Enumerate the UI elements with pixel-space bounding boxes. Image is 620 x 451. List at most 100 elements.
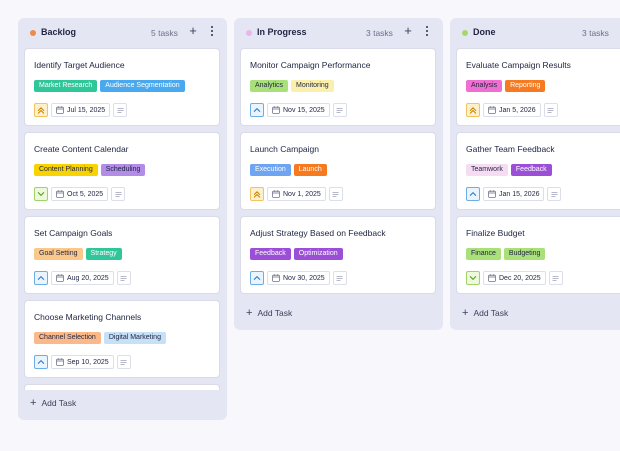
description-lines-icon[interactable]	[332, 271, 347, 285]
column-done: Done 3 tasks + Evaluate Campaign Results…	[450, 18, 620, 330]
tag-badge: Audience Segmentation	[100, 80, 185, 92]
tag-list: Analysis Reporting	[466, 80, 546, 92]
chevron-up-icon[interactable]	[466, 187, 480, 201]
description-lines-icon[interactable]	[328, 187, 343, 201]
due-date-chip[interactable]: Nov 15, 2025	[267, 103, 330, 117]
description-lines-icon[interactable]	[547, 187, 562, 201]
calendar-icon	[56, 358, 64, 366]
card-footer: Aug 20, 2025	[34, 271, 131, 285]
chevron-up-icon[interactable]	[34, 355, 48, 369]
due-date-chip[interactable]: Jan 15, 2026	[483, 187, 545, 201]
description-lines-icon[interactable]	[116, 271, 131, 285]
tag-badge: Launch	[293, 164, 327, 176]
more-vertical-icon[interactable]	[209, 26, 215, 38]
column-backlog: Backlog 5 tasks + Identify Target Audien…	[18, 18, 227, 420]
status-dot-icon	[246, 30, 252, 36]
task-card[interactable]: Monitor Campaign Performance Analytics Mon…	[240, 48, 436, 126]
column-header: In Progress 3 tasks +	[234, 18, 443, 48]
due-date-text: Nov 15, 2025	[283, 106, 325, 114]
due-date-text: Jul 15, 2025	[67, 106, 106, 114]
tag-badge: Channel Selection	[34, 332, 101, 344]
task-card[interactable]: Set Campaign Goals Goal Setting Strategy Au…	[24, 216, 220, 294]
task-card[interactable]: Launch Campaign Execution Launch Nov 1, 202…	[240, 132, 436, 210]
tag-badge: Monitoring	[291, 80, 334, 92]
task-card-partial[interactable]	[24, 384, 220, 390]
card-title: Identify Target Audience	[34, 60, 125, 70]
due-date-text: Jan 15, 2026	[499, 190, 540, 198]
chevron-up-icon[interactable]	[250, 103, 264, 117]
task-card[interactable]: Create Content Calendar Content Planning S…	[24, 132, 220, 210]
chevron-up-icon[interactable]	[34, 271, 48, 285]
card-footer: Oct 5, 2025	[34, 187, 126, 201]
calendar-icon	[272, 190, 280, 198]
add-task-button[interactable]: + Add Task	[462, 306, 508, 320]
double-chevron-up-icon[interactable]	[466, 103, 480, 117]
due-date-chip[interactable]: Nov 1, 2025	[267, 187, 326, 201]
add-task-button[interactable]: + Add Task	[30, 396, 76, 410]
due-date-text: Dec 20, 2025	[499, 274, 541, 282]
tag-badge: Goal Setting	[34, 248, 83, 260]
chevron-down-icon[interactable]	[466, 271, 480, 285]
card-title: Launch Campaign	[250, 144, 319, 154]
calendar-icon	[56, 190, 64, 198]
due-date-chip[interactable]: Sep 10, 2025	[51, 355, 114, 369]
calendar-icon	[488, 190, 496, 198]
due-date-chip[interactable]: Nov 30, 2025	[267, 271, 330, 285]
description-lines-icon[interactable]	[543, 103, 558, 117]
card-footer: Jan 15, 2026	[466, 187, 562, 201]
task-card[interactable]: Gather Team Feedback Teamwork Feedback Jan …	[456, 132, 620, 210]
chevron-down-icon[interactable]	[34, 187, 48, 201]
column-header: Done 3 tasks +	[450, 18, 620, 48]
description-lines-icon[interactable]	[332, 103, 347, 117]
due-date-text: Sep 10, 2025	[67, 358, 109, 366]
calendar-icon	[56, 274, 64, 282]
double-chevron-up-icon[interactable]	[250, 187, 264, 201]
card-title: Gather Team Feedback	[466, 144, 555, 154]
card-title: Create Content Calendar	[34, 144, 129, 154]
task-card[interactable]: Adjust Strategy Based on Feedback Feedbac…	[240, 216, 436, 294]
task-count: 5 tasks	[151, 28, 178, 38]
due-date-chip[interactable]: Oct 5, 2025	[51, 187, 109, 201]
card-footer: Jan 5, 2026	[466, 103, 558, 117]
add-task-label: Add Task	[257, 308, 293, 318]
column-title: In Progress	[257, 27, 307, 37]
due-date-text: Nov 1, 2025	[283, 190, 321, 198]
task-card[interactable]: Finalize Budget Finance Budgeting Dec 20, 2…	[456, 216, 620, 294]
card-title: Set Campaign Goals	[34, 228, 113, 238]
tag-list: Channel Selection Digital Marketing	[34, 332, 166, 344]
task-card[interactable]: Choose Marketing Channels Channel Selecti…	[24, 300, 220, 378]
description-lines-icon[interactable]	[548, 271, 563, 285]
card-title: Evaluate Campaign Results	[466, 60, 571, 70]
task-card[interactable]: Evaluate Campaign Results Analysis Reporti…	[456, 48, 620, 126]
status-dot-icon	[30, 30, 36, 36]
more-vertical-icon[interactable]	[424, 26, 430, 38]
add-task-label: Add Task	[473, 308, 509, 318]
plus-icon[interactable]: +	[404, 23, 412, 38]
chevron-up-icon[interactable]	[250, 271, 264, 285]
double-chevron-up-icon[interactable]	[34, 103, 48, 117]
description-lines-icon[interactable]	[111, 187, 126, 201]
tag-badge: Analysis	[466, 80, 503, 92]
tag-badge: Scheduling	[100, 164, 146, 176]
calendar-icon	[488, 106, 496, 114]
calendar-icon	[272, 106, 280, 114]
add-task-button[interactable]: + Add Task	[246, 306, 292, 320]
due-date-text: Oct 5, 2025	[67, 190, 104, 198]
due-date-chip[interactable]: Jul 15, 2025	[51, 103, 111, 117]
task-card[interactable]: Identify Target Audience Market Research A…	[24, 48, 220, 126]
due-date-chip[interactable]: Aug 20, 2025	[51, 271, 114, 285]
tag-badge: Reporting	[505, 80, 546, 92]
tag-list: Execution Launch	[250, 164, 327, 176]
due-date-text: Aug 20, 2025	[67, 274, 109, 282]
description-lines-icon[interactable]	[113, 103, 128, 117]
description-lines-icon[interactable]	[116, 355, 131, 369]
tag-list: Market Research Audience Segmentation	[34, 80, 185, 92]
due-date-chip[interactable]: Jan 5, 2026	[483, 103, 541, 117]
tag-list: Teamwork Feedback	[466, 164, 552, 176]
tag-list: Content Planning Scheduling	[34, 164, 146, 176]
tag-badge: Content Planning	[34, 164, 98, 176]
plus-icon[interactable]: +	[189, 23, 197, 38]
card-title: Finalize Budget	[466, 228, 525, 238]
due-date-chip[interactable]: Dec 20, 2025	[483, 271, 546, 285]
tag-list: Analytics Monitoring	[250, 80, 334, 92]
